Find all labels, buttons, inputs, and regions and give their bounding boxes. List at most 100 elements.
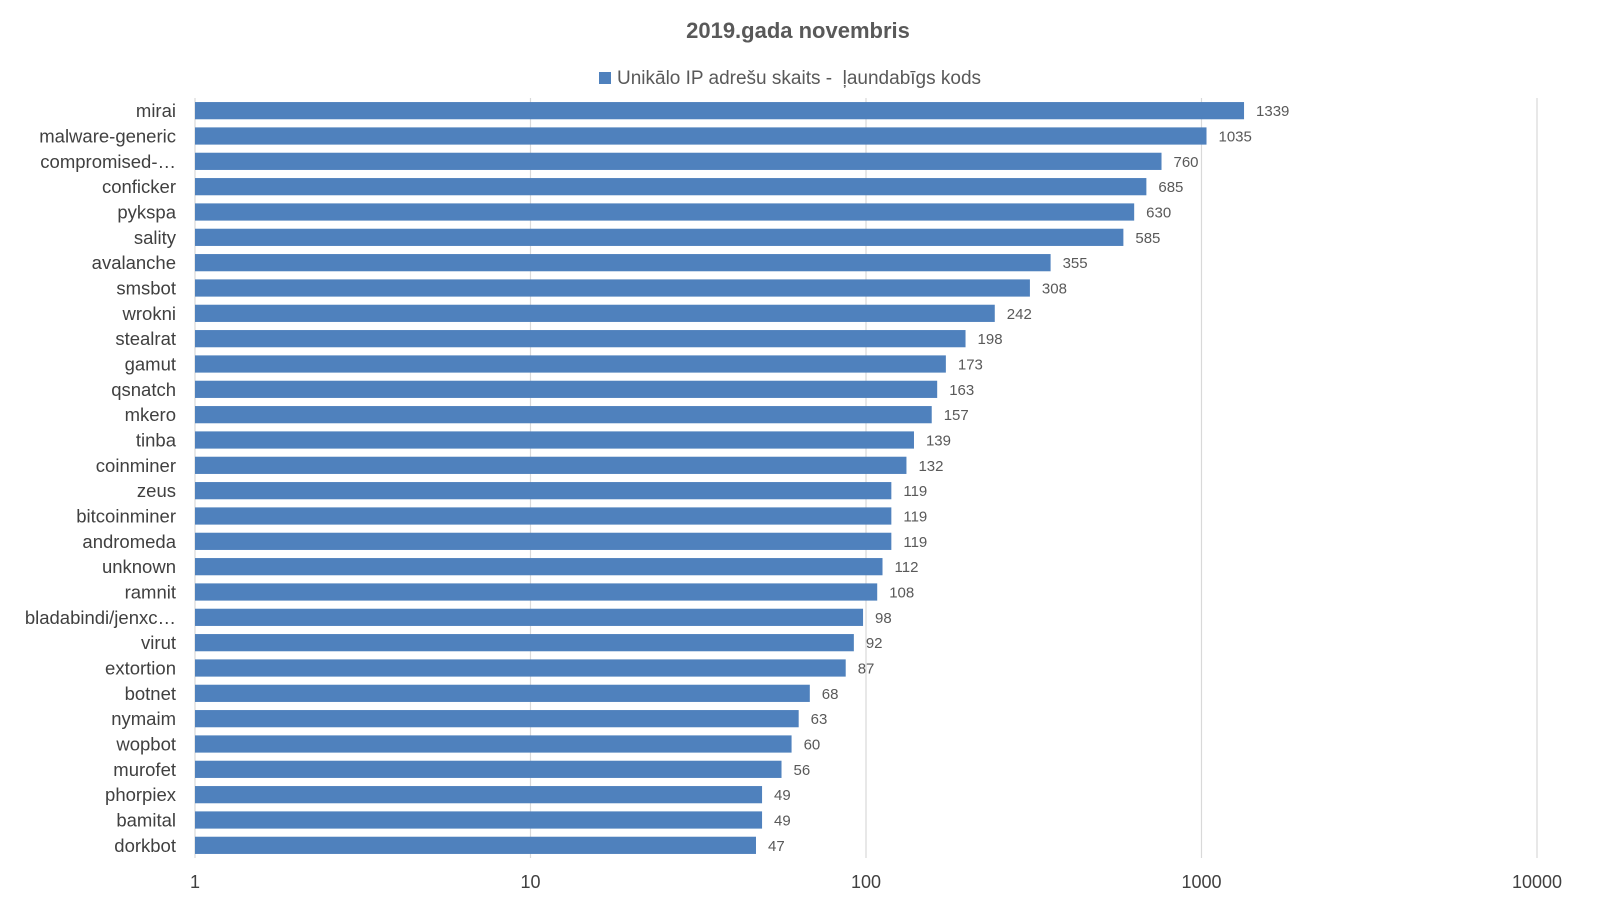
- legend: Unikālo IP adrešu skaits - ļaundabīgs ko…: [599, 68, 981, 89]
- category-label: mirai: [136, 100, 176, 121]
- category-label: virut: [141, 632, 176, 653]
- x-tick-label: 1: [190, 872, 200, 892]
- category-label: unknown: [102, 556, 176, 577]
- category-label: stealrat: [115, 328, 176, 349]
- category-label: ramnit: [125, 582, 176, 603]
- data-label: 56: [794, 762, 811, 779]
- bar: [195, 228, 1124, 246]
- data-label: 139: [926, 433, 951, 450]
- bar: [195, 304, 995, 322]
- bar: [195, 203, 1135, 221]
- category-label: extortion: [105, 658, 176, 679]
- data-label: 760: [1174, 154, 1199, 171]
- bar: [195, 608, 864, 626]
- category-label: dorkbot: [114, 835, 176, 856]
- category-label: sality: [134, 227, 177, 248]
- legend-swatch: [599, 72, 611, 84]
- bar: [195, 786, 763, 804]
- bar: [195, 127, 1207, 145]
- bar: [195, 355, 946, 373]
- bar: [195, 558, 883, 576]
- bar: [195, 659, 846, 677]
- category-label: wopbot: [115, 734, 176, 755]
- category-label: smsbot: [116, 278, 176, 299]
- bar: [195, 532, 892, 550]
- data-label: 108: [889, 585, 914, 602]
- data-label: 68: [822, 686, 839, 703]
- data-label: 163: [949, 382, 974, 399]
- category-label: malware-generic: [39, 126, 176, 147]
- data-label: 119: [903, 534, 927, 551]
- bar: [195, 380, 938, 398]
- data-label: 87: [858, 661, 875, 678]
- bar: [195, 431, 914, 449]
- category-label: mkero: [125, 404, 176, 425]
- data-label: 112: [895, 559, 919, 576]
- data-label: 585: [1135, 230, 1160, 247]
- category-label: gamut: [125, 354, 176, 375]
- bar: [195, 760, 782, 778]
- category-label: nymaim: [111, 708, 176, 729]
- category-label: compromised-…: [40, 151, 176, 172]
- bar: [195, 406, 932, 424]
- category-label: tinba: [136, 430, 177, 451]
- bar: [195, 102, 1245, 120]
- data-label: 132: [918, 458, 943, 475]
- data-label: 308: [1042, 281, 1067, 298]
- category-label: bladabindi/jenxc…: [25, 607, 176, 628]
- legend-label: Unikālo IP adrešu skaits - ļaundabīgs ko…: [617, 68, 981, 89]
- bar: [195, 583, 878, 601]
- bar: [195, 456, 907, 474]
- bar: [195, 735, 792, 753]
- category-label: bamital: [116, 810, 176, 831]
- data-label: 98: [875, 610, 892, 627]
- bars: [195, 102, 1245, 854]
- data-label: 630: [1146, 205, 1171, 222]
- category-label: zeus: [137, 480, 176, 501]
- category-label: bitcoinminer: [76, 506, 176, 527]
- bar: [195, 178, 1147, 196]
- category-labels: mirai malware-generic compromised-… confick…: [25, 100, 177, 856]
- x-axis-ticks: 1 10 100 1000 10000: [190, 872, 1562, 892]
- bar: [195, 330, 966, 348]
- data-label: 92: [866, 635, 883, 652]
- x-tick-label: 10000: [1512, 872, 1562, 892]
- gridlines: [194, 98, 1538, 858]
- category-label: botnet: [125, 683, 176, 704]
- data-label: 1339: [1256, 103, 1289, 120]
- x-tick-label: 100: [851, 872, 881, 892]
- category-label: murofet: [113, 759, 176, 780]
- bar: [195, 152, 1162, 170]
- x-tick-label: 10: [520, 872, 540, 892]
- data-label: 173: [958, 357, 983, 374]
- category-label: phorpiex: [105, 784, 177, 805]
- category-label: avalanche: [92, 252, 176, 273]
- data-label: 355: [1063, 255, 1088, 272]
- category-label: pykspa: [117, 202, 176, 223]
- category-label: wrokni: [122, 303, 176, 324]
- data-label: 49: [774, 813, 791, 830]
- data-label: 119: [903, 509, 927, 526]
- data-label: 1035: [1219, 129, 1252, 146]
- data-label: 47: [768, 838, 785, 855]
- bar: [195, 279, 1030, 297]
- data-label: 242: [1007, 306, 1032, 323]
- bar: [195, 684, 810, 702]
- bar: [195, 836, 756, 854]
- category-label: qsnatch: [111, 379, 176, 400]
- x-tick-label: 1000: [1181, 872, 1221, 892]
- category-label: conficker: [102, 176, 176, 197]
- data-label: 63: [811, 711, 828, 728]
- data-label: 119: [903, 483, 927, 500]
- bar: [195, 811, 763, 829]
- bar: [195, 482, 892, 500]
- data-label: 157: [944, 407, 969, 424]
- chart-title: 2019.gada novembris: [686, 18, 910, 43]
- bar: [195, 254, 1051, 272]
- bar: [195, 507, 892, 525]
- category-label: coinminer: [96, 455, 176, 476]
- data-label: 60: [804, 737, 821, 754]
- data-label: 198: [978, 331, 1003, 348]
